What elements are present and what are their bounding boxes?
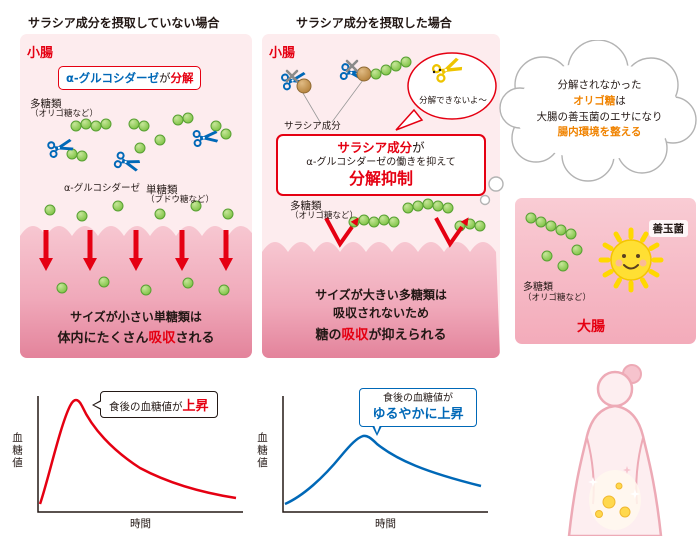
chart-blood-sugar-with-salacia: 血糖値 時間 食後の血糖値が ゆるやかに上昇 <box>253 386 498 536</box>
cloud-line4: 腸内環境を整える <box>557 126 642 139</box>
conclusion-pre: 体内にたくさん <box>57 331 149 346</box>
organ-label-large-intestine: 大腸 <box>577 319 605 335</box>
thought-bubble-icon <box>479 40 697 206</box>
cloud-line1: 分解されなかった <box>557 79 642 91</box>
middle-conclusion-line3: 糖の吸収が抑えられる <box>262 323 500 343</box>
salacia-emphasis: サラシア成分 <box>337 140 413 155</box>
organ-label-small-intestine: 小腸 <box>27 46 54 61</box>
y-axis-label: 血糖値 <box>11 432 23 470</box>
good-bacteria-label: 善玉菌 <box>648 220 688 237</box>
organ-label-small-intestine: 小腸 <box>269 46 296 61</box>
absorption-emphasis: 吸収 <box>341 327 369 343</box>
enzyme-caption: α-グルコシダーゼ <box>64 183 141 194</box>
left-conclusion-line2: 体内にたくさん吸収される <box>20 326 252 346</box>
large-intestine-box: 善玉菌 多糖類 （オリゴ糖など） 大腸 <box>515 198 696 344</box>
monosaccharide-label-main: 単糖類 <box>146 184 178 196</box>
x-axis-label: 時間 <box>130 518 151 530</box>
blood-sugar-curve-blue <box>284 434 482 506</box>
inhibition-box: サラシア成分が α-グルコシダーゼの働きを抑えて 分解抑制 <box>276 134 486 197</box>
left-chart-plot <box>37 396 243 513</box>
middle-column-title: サラシア成分を摂取した場合 <box>296 16 452 30</box>
polysaccharide-label-sub: （オリゴ糖など） <box>290 211 359 222</box>
cloud-text: 分解されなかった オリゴ糖は 大腸の善玉菌のエサになり 腸内環境を整える <box>512 78 687 141</box>
conclusion-post: が抑えられる <box>368 328 447 343</box>
left-panel-art <box>20 112 252 358</box>
left-column-title: サラシア成分を摂取していない場合 <box>28 16 220 30</box>
x-axis-label: 時間 <box>375 518 396 530</box>
bubble-text: 分解できないよ〜 <box>419 96 487 106</box>
callout-pre: 食後の血糖値が <box>109 401 183 413</box>
oligosaccharide-emphasis: オリゴ糖 <box>573 94 616 107</box>
oligosaccharide-chain <box>525 212 583 272</box>
axes <box>37 396 243 513</box>
inhibit-line1-rest: が <box>412 140 425 155</box>
axes <box>282 396 488 513</box>
conclusion-pre: 糖の <box>315 328 342 343</box>
chart-blood-sugar-no-salacia: 血糖値 時間 食後の血糖値が上昇 <box>8 386 253 536</box>
middle-panel-art <box>262 52 500 358</box>
polysaccharide-label-sub: （オリゴ糖など） <box>30 109 99 120</box>
intestine-wall <box>262 242 500 358</box>
inhibit-line2: α-グルコシダーゼの働きを抑えて <box>306 157 456 169</box>
cloud-line3: 大腸の善玉菌のエサになり <box>536 110 663 123</box>
decompose-text: 分解 <box>170 71 194 85</box>
y-axis-label: 血糖値 <box>256 432 268 470</box>
polysaccharide-label: 多糖類 （オリゴ糖など） <box>30 98 98 120</box>
cloud-line2: オリゴ糖は <box>512 94 687 110</box>
conclusion-post: される <box>175 331 215 346</box>
polysaccharide-label-sub: （オリゴ糖など） <box>523 292 592 303</box>
small-intestine-panel-with-salacia: 小腸 サラシア成分 分解できないよ〜 サラシア成分が α-グルコシダーゼの働きを… <box>262 34 500 358</box>
speech-bubble-icon <box>395 52 497 131</box>
polysaccharide-label: 多糖類 （オリゴ糖など） <box>290 200 358 222</box>
gut-oligosaccharide-dots <box>588 466 640 518</box>
middle-conclusion-line1: サイズが大きい多糖類は <box>315 288 447 302</box>
salacia-icon <box>296 66 372 94</box>
colon-art <box>525 212 664 293</box>
polysaccharide-label-main: 多糖類 <box>290 200 322 212</box>
middle-conclusion-line2: 吸収されないため <box>332 306 429 320</box>
small-intestine-panel-no-salacia: 小腸 α-グルコシダーゼが分解 多糖類 （オリゴ糖など） α-グルコシダーゼ 単… <box>20 34 252 358</box>
rise-callout: 食後の血糖値が上昇 <box>92 391 218 418</box>
left-conclusion-line1: サイズが小さい単糖類は <box>70 310 202 324</box>
enzyme-name-text: α-グルコシダーゼ <box>66 71 159 85</box>
particle-text: が <box>158 71 171 85</box>
inhibit-line3: 分解抑制 <box>348 169 413 189</box>
salacia-leader-lines <box>299 75 367 123</box>
good-bacteria-icon <box>598 227 664 293</box>
monosaccharide-label: 単糖類 （ブドウ糖など） <box>146 184 214 206</box>
gentle-rise-emphasis: ゆるやかに上昇 <box>372 406 464 422</box>
gentle-rise-callout: 食後の血糖値が ゆるやかに上昇 <box>359 388 477 437</box>
rise-emphasis: 上昇 <box>182 399 209 414</box>
salacia-label: サラシア成分 <box>284 121 341 132</box>
bounce-arrow-icon <box>324 217 469 248</box>
blood-sugar-curve-red <box>38 398 237 505</box>
decompose-box: α-グルコシダーゼが分解 <box>58 66 202 90</box>
intestine-wall <box>20 226 252 358</box>
salacia-character-scissors-icon <box>430 54 466 84</box>
callout-line1: 食後の血糖値が <box>383 393 453 404</box>
middle-chart-plot <box>282 396 488 513</box>
cloud-line2-rest: は <box>615 94 626 107</box>
monosaccharide-label-sub: （ブドウ糖など） <box>146 195 215 206</box>
polysaccharide-label-main: 多糖類 <box>30 98 62 110</box>
polysaccharide-label-main: 多糖類 <box>523 282 553 293</box>
woman-illustration <box>567 364 663 536</box>
inhibit-line1: サラシア成分が <box>280 140 482 156</box>
polysaccharide-label: 多糖類 （オリゴ糖など） <box>523 282 591 303</box>
absorption-emphasis: 吸収 <box>148 330 176 346</box>
